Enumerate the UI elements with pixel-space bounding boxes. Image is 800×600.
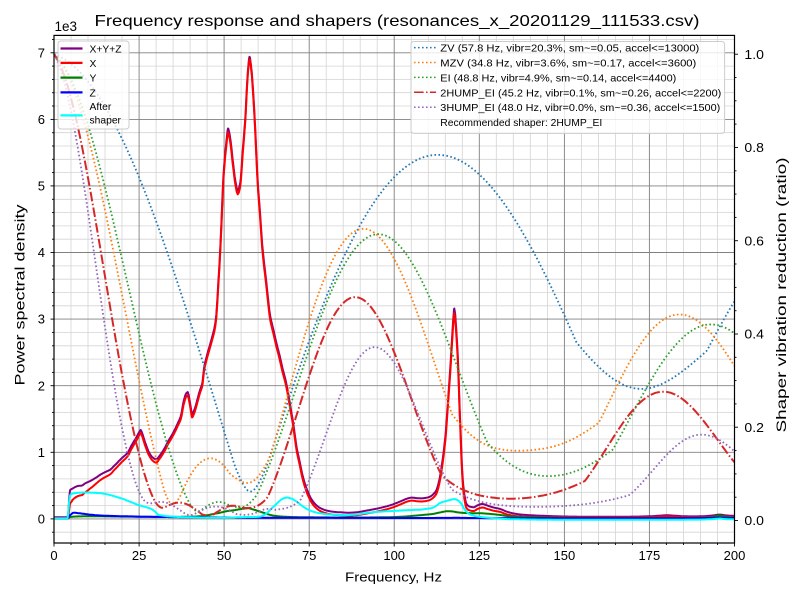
svg-text:4: 4 <box>38 245 45 260</box>
svg-text:0.8: 0.8 <box>744 140 764 155</box>
svg-text:100: 100 <box>383 548 405 563</box>
svg-text:X: X <box>90 59 97 70</box>
svg-text:Frequency response and shapers: Frequency response and shapers (resonanc… <box>95 13 700 30</box>
svg-text:50: 50 <box>217 548 231 563</box>
svg-text:6: 6 <box>38 112 45 127</box>
svg-text:150: 150 <box>554 548 576 563</box>
svg-text:Z: Z <box>90 88 96 99</box>
svg-text:125: 125 <box>468 548 490 563</box>
svg-text:0: 0 <box>50 548 57 563</box>
svg-text:2: 2 <box>38 378 45 393</box>
svg-text:3HUMP_EI (48.0 Hz, vibr=0.0%,: 3HUMP_EI (48.0 Hz, vibr=0.0%, sm~=0.36, … <box>440 103 720 114</box>
svg-text:2HUMP_EI (45.2 Hz, vibr=0.1%,: 2HUMP_EI (45.2 Hz, vibr=0.1%, sm~=0.26, … <box>440 88 721 99</box>
svg-text:MZV (34.8 Hz, vibr=3.6%, sm~=0: MZV (34.8 Hz, vibr=3.6%, sm~=0.17, accel… <box>440 59 696 70</box>
svg-text:Recommended shaper: 2HUMP_EI: Recommended shaper: 2HUMP_EI <box>440 118 602 129</box>
svg-text:0.2: 0.2 <box>744 420 764 435</box>
svg-text:Shaper vibration reduction (ra: Shaper vibration reduction (ratio) <box>774 158 789 433</box>
svg-text:3: 3 <box>38 312 45 327</box>
svg-text:0.6: 0.6 <box>744 233 764 248</box>
svg-text:5: 5 <box>38 179 45 194</box>
svg-text:X+Y+Z: X+Y+Z <box>90 45 122 56</box>
svg-text:After: After <box>90 102 112 113</box>
svg-text:shaper: shaper <box>90 116 122 127</box>
svg-text:200: 200 <box>724 548 746 563</box>
svg-text:0: 0 <box>38 512 45 527</box>
svg-text:25: 25 <box>132 548 146 563</box>
svg-text:175: 175 <box>639 548 661 563</box>
svg-text:1: 1 <box>38 445 45 460</box>
svg-text:7: 7 <box>38 45 45 60</box>
svg-text:1e3: 1e3 <box>55 19 78 34</box>
svg-text:0.4: 0.4 <box>744 327 764 342</box>
svg-text:EI (48.8 Hz, vibr=4.9%, sm~=0.: EI (48.8 Hz, vibr=4.9%, sm~=0.14, accel<… <box>440 73 676 84</box>
svg-text:Y: Y <box>90 74 97 85</box>
svg-text:1.0: 1.0 <box>744 47 764 62</box>
svg-text:75: 75 <box>302 548 316 563</box>
svg-text:0.0: 0.0 <box>744 513 764 528</box>
svg-text:Frequency, Hz: Frequency, Hz <box>345 570 442 585</box>
svg-text:Power spectral density: Power spectral density <box>13 204 28 385</box>
svg-text:ZV (57.8 Hz, vibr=20.3%, sm~=0: ZV (57.8 Hz, vibr=20.3%, sm~=0.05, accel… <box>440 44 699 55</box>
